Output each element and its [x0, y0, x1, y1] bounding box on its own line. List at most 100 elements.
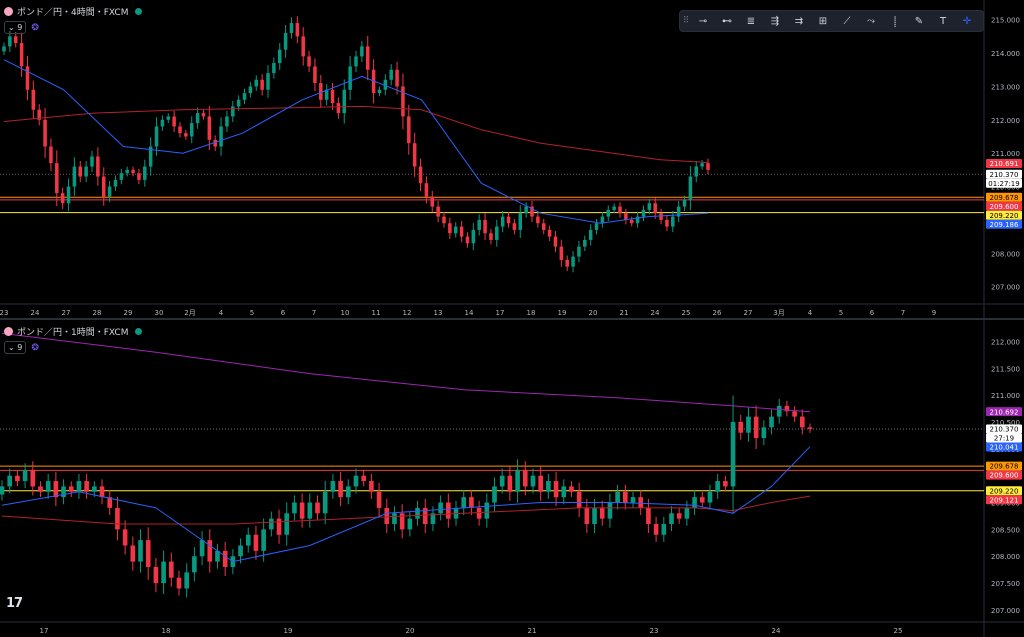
indicator-count-badge[interactable]: ⌄ 9 [4, 21, 27, 34]
candle-down [469, 497, 474, 508]
fib-grid-icon[interactable]: ⊞ [818, 15, 828, 27]
candle-down [753, 416, 759, 439]
x-tick-label: 6 [870, 309, 875, 317]
crosshair-icon[interactable]: ✛ [962, 15, 972, 27]
candle-down [19, 43, 24, 67]
price-scale-label-bg [986, 178, 1022, 188]
candle-down [624, 213, 628, 220]
trend-line-icon[interactable]: ⟋ [843, 15, 851, 27]
candle-down [522, 470, 528, 487]
candle-down [407, 116, 411, 144]
symbol-legend-1h[interactable]: ポンド／円・1時間・FXCM [4, 325, 143, 338]
indicator-toggle-4h[interactable]: ⌄ 9 ❂ [4, 21, 39, 34]
candle-down [376, 491, 382, 508]
candle-down [68, 486, 74, 492]
indicator-count-badge[interactable]: ⌄ 9 [4, 341, 27, 354]
candle-down [807, 427, 813, 429]
multi-point-line-icon[interactable]: ⤳ [867, 15, 875, 27]
price-scale-label: 209.220 [990, 212, 1019, 220]
candle-down [101, 176, 106, 197]
candle-down [465, 236, 470, 244]
candle-up [515, 470, 520, 492]
x-tick-label: 4 [808, 309, 813, 317]
candle-down [653, 203, 657, 214]
candle-up [72, 166, 77, 187]
candle-down [723, 481, 728, 487]
indicator-settings-icon[interactable]: ❂ [31, 342, 39, 353]
candle-down [369, 481, 374, 492]
candle-up [688, 176, 693, 200]
tradingview-logo-icon[interactable]: 17 [6, 596, 23, 611]
candle-up [284, 513, 290, 535]
market-status-icon [135, 328, 143, 335]
candle-down [276, 518, 282, 535]
candle-down [13, 36, 18, 44]
parallel-lines-icon[interactable]: ≣ [746, 15, 756, 27]
x-tick-label: 21 [620, 309, 629, 317]
candle-down [25, 66, 30, 90]
candle-up [231, 106, 235, 117]
candle-up [776, 405, 782, 417]
x-tick-label: 30 [155, 309, 164, 317]
candle-down [184, 133, 188, 137]
indicator-settings-icon[interactable]: ❂ [31, 22, 39, 33]
parallel-channel-icon[interactable]: ⇶ [770, 15, 780, 27]
symbol-legend-4h[interactable]: ポンド／円・4時間・FXCM [4, 5, 143, 18]
horizontal-line-icon[interactable]: ⊸ [698, 15, 708, 27]
chart-svg-1h[interactable]: 207.000207.500208.000208.500209.000209.5… [0, 320, 1024, 637]
candle-down [436, 206, 440, 217]
grip-icon[interactable]: ⠿ [682, 16, 690, 26]
regression-channel-icon[interactable]: ⇉ [794, 15, 804, 27]
x-tick-label: 26 [713, 309, 722, 317]
y-tick-label: 210.500 [991, 419, 1020, 427]
candle-up [360, 46, 364, 57]
candle-up [61, 486, 66, 498]
chart-pane-4h[interactable]: 207.000208.000209.000210.000211.000212.0… [0, 0, 1024, 318]
candle-down [361, 475, 366, 482]
candle-down [559, 246, 564, 260]
candle-up [518, 213, 523, 230]
text-tool-icon[interactable]: T [939, 15, 947, 27]
y-tick-label: 214.000 [991, 50, 1020, 58]
horizontal-ray-icon[interactable]: ⊷ [722, 15, 732, 27]
vertical-line-icon[interactable]: ⸽ [893, 17, 897, 28]
x-tick-label: 14 [465, 309, 474, 317]
candle-up [119, 173, 124, 180]
price-scale-label: 01:27:19 [988, 180, 1019, 188]
symbol-title-4h: ポンド／円・4時間・FXCM [17, 8, 129, 18]
candle-up [499, 475, 505, 487]
candle-down [799, 416, 805, 428]
candle-down [96, 156, 100, 177]
candle-up [606, 209, 611, 217]
x-tick-label: 20 [406, 627, 415, 635]
candle-down [483, 219, 487, 234]
x-tick-label: 5 [250, 309, 254, 317]
candle-up [389, 69, 393, 80]
price-scale-label: 210.370 [990, 171, 1019, 179]
indicator-toggle-1h[interactable]: ⌄ 9 ❂ [4, 341, 39, 354]
x-tick-label: 10 [341, 309, 350, 317]
chart-svg-4h[interactable]: 207.000208.000209.000210.000211.000212.0… [0, 0, 1024, 318]
candle-up [125, 169, 129, 174]
ma-purple-line [1, 332, 811, 413]
brush-icon[interactable]: ✎ [914, 15, 924, 27]
candle-down [31, 89, 36, 110]
x-tick-label: 13 [434, 309, 443, 317]
candle-up [477, 219, 481, 230]
candle-up [161, 561, 166, 584]
pane-divider[interactable] [0, 318, 1024, 320]
candle-down [201, 113, 206, 117]
candle-down [569, 486, 574, 492]
chart-pane-1h[interactable]: 207.000207.500208.000208.500209.000209.5… [0, 320, 1024, 637]
candle-down [536, 216, 540, 224]
candle-up [0, 486, 5, 495]
candle-down [448, 223, 452, 234]
price-scale-label-bg [986, 219, 1022, 229]
price-scale-label-bg [986, 158, 1022, 168]
candle-down [541, 223, 546, 230]
x-tick-label: 7 [901, 309, 905, 317]
candle-up [22, 470, 28, 482]
candle-down [384, 507, 390, 525]
candle-up [392, 513, 397, 525]
candle-up [307, 502, 313, 519]
